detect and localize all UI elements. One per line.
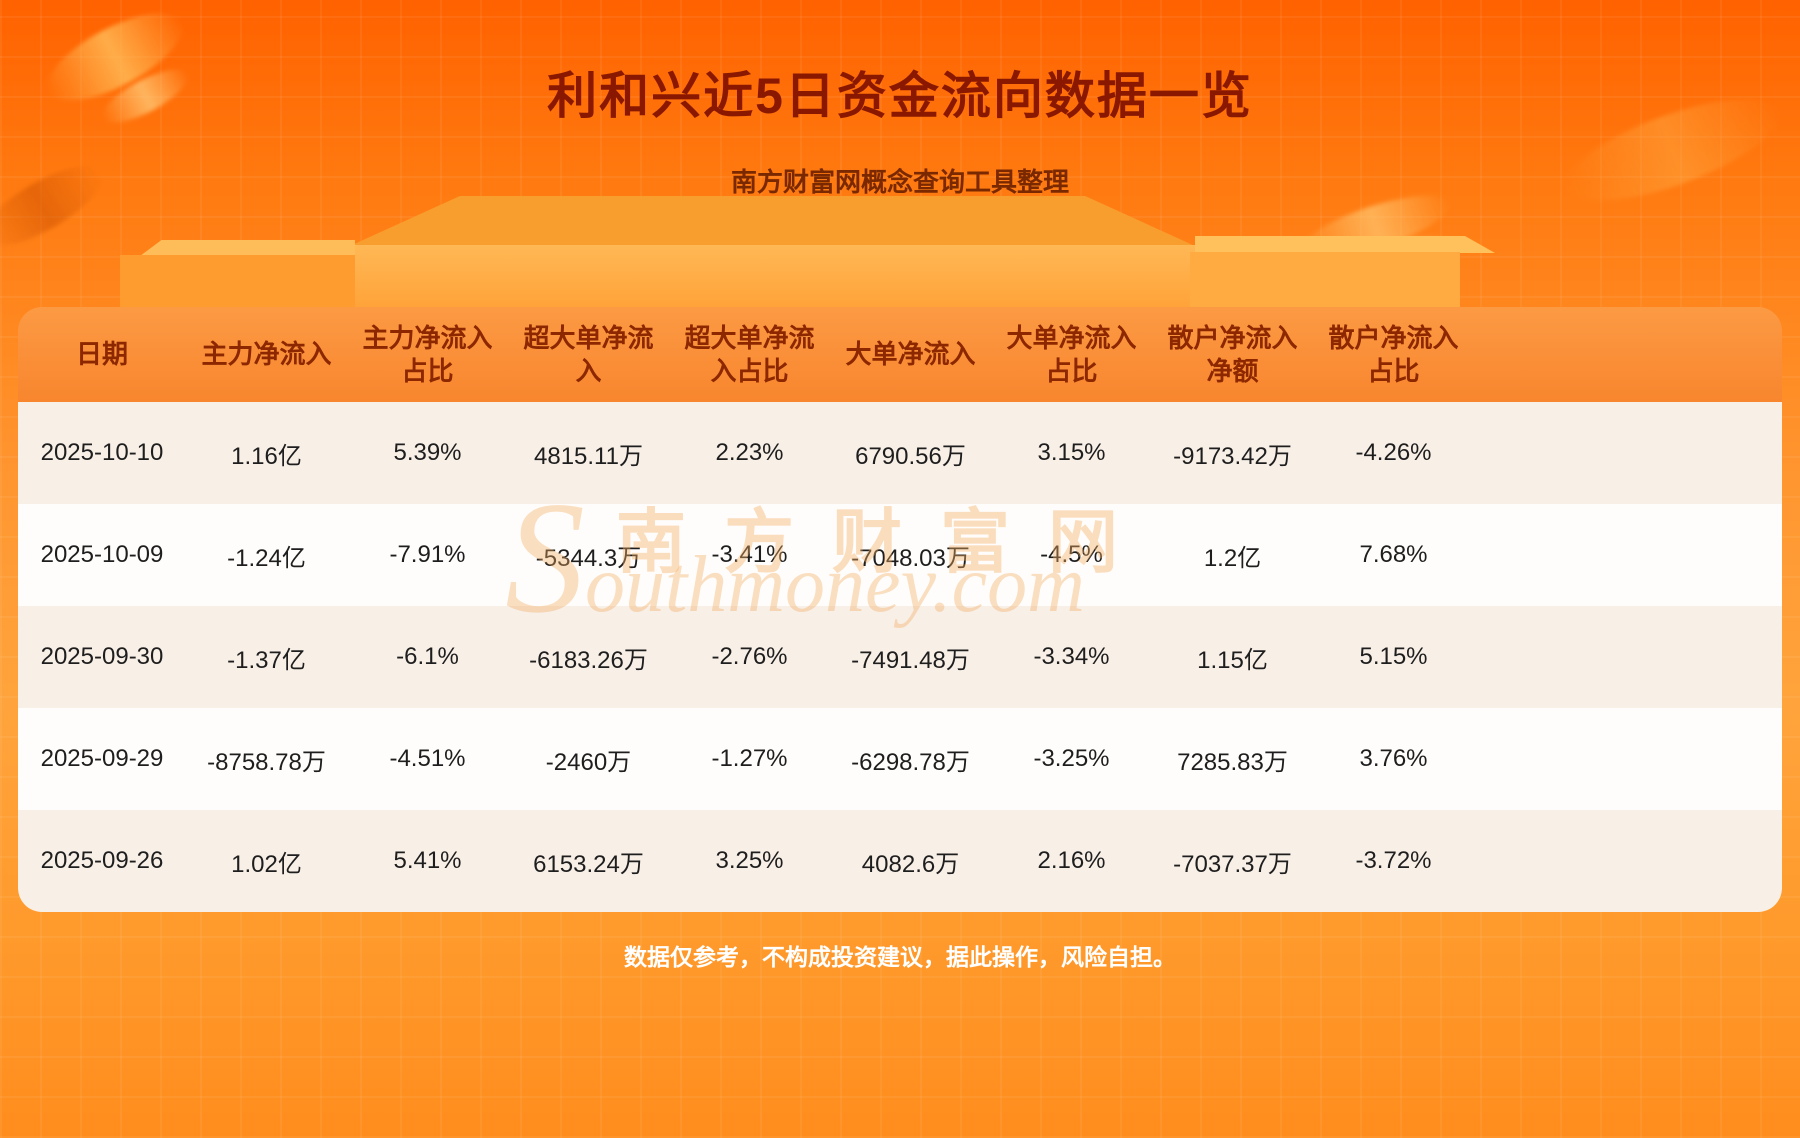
filler-cell	[1474, 606, 1782, 708]
column-header: 大单净流入	[845, 339, 976, 370]
value-cell: -6183.26万	[529, 646, 648, 674]
date-cell: 2025-09-30	[40, 643, 164, 670]
date-cell: 2025-10-09	[40, 541, 164, 568]
value-cell: -4.51%	[389, 745, 466, 772]
value-cell: -2.76%	[711, 643, 788, 670]
value-cell: -4.26%	[1355, 439, 1432, 466]
value-cell: -9173.42万	[1173, 442, 1292, 470]
value-cell: 6153.24万	[533, 850, 644, 878]
column-header: 大单净流入占比	[1006, 323, 1137, 386]
value-cell: -6.1%	[396, 643, 459, 670]
value-cell: -7.91%	[389, 541, 466, 568]
value-cell: 1.15亿	[1197, 646, 1268, 674]
column-header-filler	[1474, 307, 1782, 402]
value-cell: 7.68%	[1359, 541, 1428, 568]
value-cell: -5344.3万	[535, 544, 642, 572]
page-subtitle: 南方财富网概念查询工具整理	[730, 167, 1069, 197]
fund-flow-table-container: 日期 主力净流入 主力净流入占比 超大单净流入 超大单净流入占比 大单净流入 大单净流入占比…	[18, 307, 1782, 912]
value-cell: 4082.6万	[861, 850, 960, 878]
value-cell: 4815.11万	[534, 442, 643, 470]
value-cell: -7048.03万	[851, 544, 970, 572]
table-row: 2025-09-29 -8758.78万 -4.51% -2460万 -1.27% -62…	[18, 708, 1782, 810]
value-cell: 5.15%	[1359, 643, 1428, 670]
value-cell: -3.72%	[1355, 847, 1432, 874]
table-row: 2025-09-30 -1.37亿 -6.1% -6183.26万 -2.76% -749…	[18, 606, 1782, 708]
value-cell: 3.15%	[1037, 439, 1106, 466]
value-cell: -3.41%	[711, 541, 788, 568]
value-cell: -2460万	[545, 748, 632, 776]
disclaimer-text: 数据仅参考，不构成投资建议，据此操作，风险自担。	[624, 944, 1176, 970]
value-cell: -4.5%	[1040, 541, 1103, 568]
podium-decoration	[350, 245, 1195, 310]
table-row: 2025-10-09 -1.24亿 -7.91% -5344.3万 -3.41% -704…	[18, 504, 1782, 606]
column-header: 超大单净流入	[523, 323, 654, 386]
value-cell: 3.25%	[715, 847, 784, 874]
value-cell: -1.24亿	[227, 544, 306, 572]
column-header: 主力净流入占比	[362, 323, 493, 386]
table-row: 2025-10-10 1.16亿 5.39% 4815.11万 2.23% 6790.56…	[18, 402, 1782, 504]
value-cell: -7037.37万	[1173, 850, 1292, 878]
podium-decoration	[140, 240, 355, 256]
value-cell: 6790.56万	[855, 442, 966, 470]
filler-cell	[1474, 504, 1782, 606]
value-cell: 3.76%	[1359, 745, 1428, 772]
filler-cell	[1474, 402, 1782, 504]
value-cell: 7285.83万	[1177, 748, 1288, 776]
podium-decoration	[1195, 236, 1495, 253]
table-header-row: 日期 主力净流入 主力净流入占比 超大单净流入 超大单净流入占比 大单净流入 大单净流入占比…	[18, 307, 1782, 402]
column-header: 散户净流入占比	[1328, 323, 1459, 386]
podium-decoration	[120, 255, 355, 310]
podium-decoration	[350, 196, 1195, 246]
table-row: 2025-09-26 1.02亿 5.41% 6153.24万 3.25% 4082.6万…	[18, 810, 1782, 912]
value-cell: -3.25%	[1033, 745, 1110, 772]
page-footer: 数据仅参考，不构成投资建议，据此操作，风险自担。	[0, 938, 1800, 972]
value-cell: -6298.78万	[851, 748, 970, 776]
value-cell: -3.34%	[1033, 643, 1110, 670]
column-header: 主力净流入	[201, 339, 332, 370]
value-cell: -1.37亿	[227, 646, 306, 674]
date-cell: 2025-10-10	[40, 439, 164, 466]
fund-flow-table: 日期 主力净流入 主力净流入占比 超大单净流入 超大单净流入占比 大单净流入 大单净流入占比…	[18, 307, 1782, 912]
value-cell: 2.16%	[1037, 847, 1106, 874]
date-cell: 2025-09-26	[40, 847, 164, 874]
filler-cell	[1474, 810, 1782, 912]
value-cell: 2.23%	[715, 439, 784, 466]
page-title: 利和兴近5日资金流向数据一览	[547, 68, 1253, 124]
column-header: 散户净流入净额	[1167, 323, 1298, 386]
page-header: 利和兴近5日资金流向数据一览 南方财富网概念查询工具整理	[0, 0, 1800, 199]
date-cell: 2025-09-29	[40, 745, 164, 772]
value-cell: -8758.78万	[207, 748, 326, 776]
table-body: 2025-10-10 1.16亿 5.39% 4815.11万 2.23% 6790.56…	[18, 402, 1782, 912]
value-cell: 1.16亿	[231, 442, 302, 470]
value-cell: -1.27%	[711, 745, 788, 772]
value-cell: -7491.48万	[851, 646, 970, 674]
podium-decoration	[1190, 252, 1460, 310]
column-header: 日期	[75, 339, 128, 370]
value-cell: 5.39%	[393, 439, 462, 466]
column-header: 超大单净流入占比	[684, 323, 815, 386]
value-cell: 1.2亿	[1203, 544, 1262, 572]
value-cell: 5.41%	[393, 847, 462, 874]
value-cell: 1.02亿	[231, 850, 302, 878]
light-streak-decoration	[1330, 227, 1454, 285]
filler-cell	[1474, 708, 1782, 810]
